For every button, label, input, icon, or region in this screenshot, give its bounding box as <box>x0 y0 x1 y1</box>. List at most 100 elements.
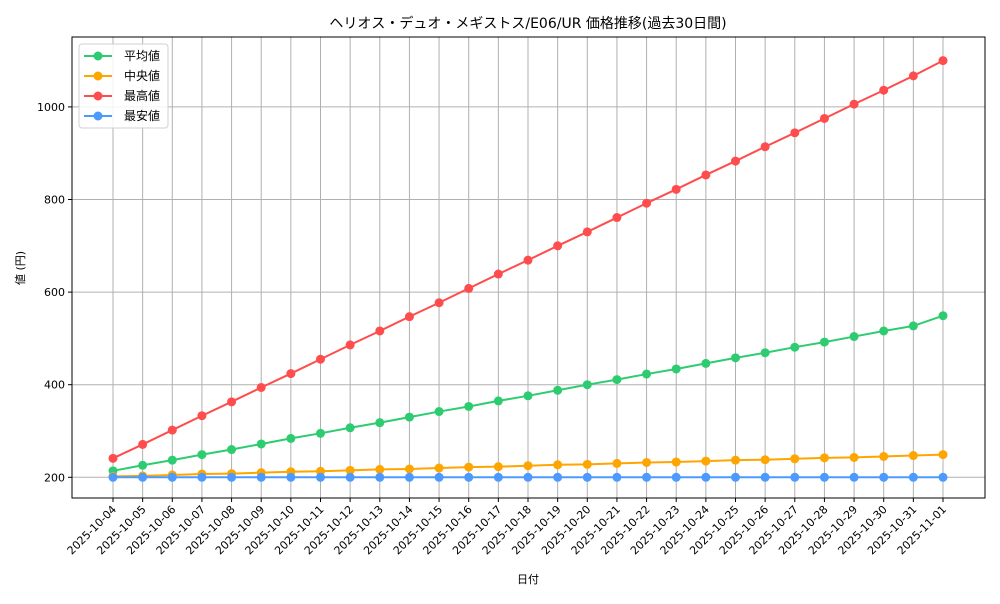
data-point-marker <box>493 396 503 406</box>
data-point-marker <box>256 439 266 449</box>
data-point-marker <box>523 472 533 482</box>
data-point-marker <box>404 412 414 422</box>
data-point-marker <box>879 326 889 336</box>
data-point-marker <box>197 450 207 460</box>
data-point-marker <box>464 462 474 472</box>
data-point-marker <box>908 472 918 482</box>
series-中央値 <box>108 450 948 481</box>
data-point-marker <box>760 455 770 465</box>
data-point-marker <box>375 464 385 474</box>
legend-item: 最高値 <box>84 88 160 103</box>
data-point-marker <box>464 283 474 293</box>
y-axis-label: 値 (円) <box>14 251 27 285</box>
data-point-marker <box>553 472 563 482</box>
y-tick-label: 600 <box>44 286 65 299</box>
data-point-marker <box>908 451 918 461</box>
data-point-marker <box>642 369 652 379</box>
legend-item: 平均値 <box>84 48 160 63</box>
data-point-marker <box>404 472 414 482</box>
data-point-marker <box>167 472 177 482</box>
data-point-marker <box>790 472 800 482</box>
data-point-marker <box>731 472 740 482</box>
y-tick-label: 800 <box>44 194 65 207</box>
data-point-marker <box>760 348 770 358</box>
data-point-marker <box>879 451 889 461</box>
data-point-marker <box>879 472 889 482</box>
data-point-marker <box>316 472 325 482</box>
data-point-marker <box>493 269 503 279</box>
data-point-marker <box>582 472 592 482</box>
data-point-marker <box>938 56 948 66</box>
data-point-marker <box>434 463 444 473</box>
legend-label: 最安値 <box>124 108 160 123</box>
data-point-marker <box>375 326 385 336</box>
data-point-marker <box>197 411 207 421</box>
legend-item: 最安値 <box>84 108 160 123</box>
data-point-marker <box>731 455 740 465</box>
data-point-marker <box>138 472 148 482</box>
data-point-marker <box>849 452 859 462</box>
data-point-marker <box>256 382 266 392</box>
data-point-marker <box>671 472 681 482</box>
legend-box <box>78 43 169 129</box>
data-point-marker <box>701 456 711 466</box>
data-point-marker <box>523 391 533 401</box>
y-tick-label: 200 <box>44 471 65 484</box>
data-point-marker <box>731 353 740 363</box>
data-point-marker <box>582 380 592 390</box>
data-point-marker <box>582 227 592 237</box>
data-point-marker <box>256 472 266 482</box>
data-series <box>108 56 948 482</box>
data-point-marker <box>908 71 918 81</box>
data-point-marker <box>375 472 385 482</box>
data-point-marker <box>227 397 237 407</box>
legend-label: 平均値 <box>124 48 160 63</box>
data-point-marker <box>316 354 325 364</box>
legend-label: 中央値 <box>124 68 160 83</box>
data-point-marker <box>404 464 414 474</box>
legend-marker-icon <box>93 71 103 81</box>
data-point-marker <box>434 298 444 308</box>
data-point-marker <box>642 198 652 208</box>
data-point-marker <box>671 184 681 194</box>
data-point-marker <box>819 113 829 123</box>
y-axis: 200 400 600 800 1000 <box>37 101 72 484</box>
data-point-marker <box>879 85 889 95</box>
data-point-marker <box>108 472 118 482</box>
data-point-marker <box>167 425 177 435</box>
data-point-marker <box>938 472 948 482</box>
data-point-marker <box>493 472 503 482</box>
data-point-marker <box>138 460 148 470</box>
data-point-marker <box>375 418 385 428</box>
data-point-marker <box>523 255 533 265</box>
data-point-marker <box>286 472 296 482</box>
data-point-marker <box>108 453 118 463</box>
data-point-marker <box>790 454 800 464</box>
series-平均値 <box>108 311 948 476</box>
y-tick-label: 400 <box>44 379 65 392</box>
data-point-marker <box>671 457 681 467</box>
data-point-marker <box>345 472 355 482</box>
legend-label: 最高値 <box>124 88 160 103</box>
data-point-marker <box>908 321 918 331</box>
data-point-marker <box>849 472 859 482</box>
data-point-marker <box>938 311 948 321</box>
legend-marker-icon <box>93 51 103 61</box>
data-point-marker <box>819 337 829 347</box>
data-point-marker <box>701 358 711 368</box>
data-point-marker <box>671 364 681 374</box>
data-point-marker <box>227 445 237 455</box>
data-point-marker <box>582 459 592 469</box>
data-point-marker <box>701 170 711 180</box>
data-point-marker <box>612 472 622 482</box>
data-point-marker <box>286 433 296 443</box>
series-最高値 <box>108 56 948 463</box>
data-point-marker <box>464 472 474 482</box>
data-point-marker <box>612 213 622 223</box>
data-point-marker <box>523 461 533 471</box>
data-point-marker <box>849 332 859 342</box>
legend-marker-icon <box>93 91 103 101</box>
